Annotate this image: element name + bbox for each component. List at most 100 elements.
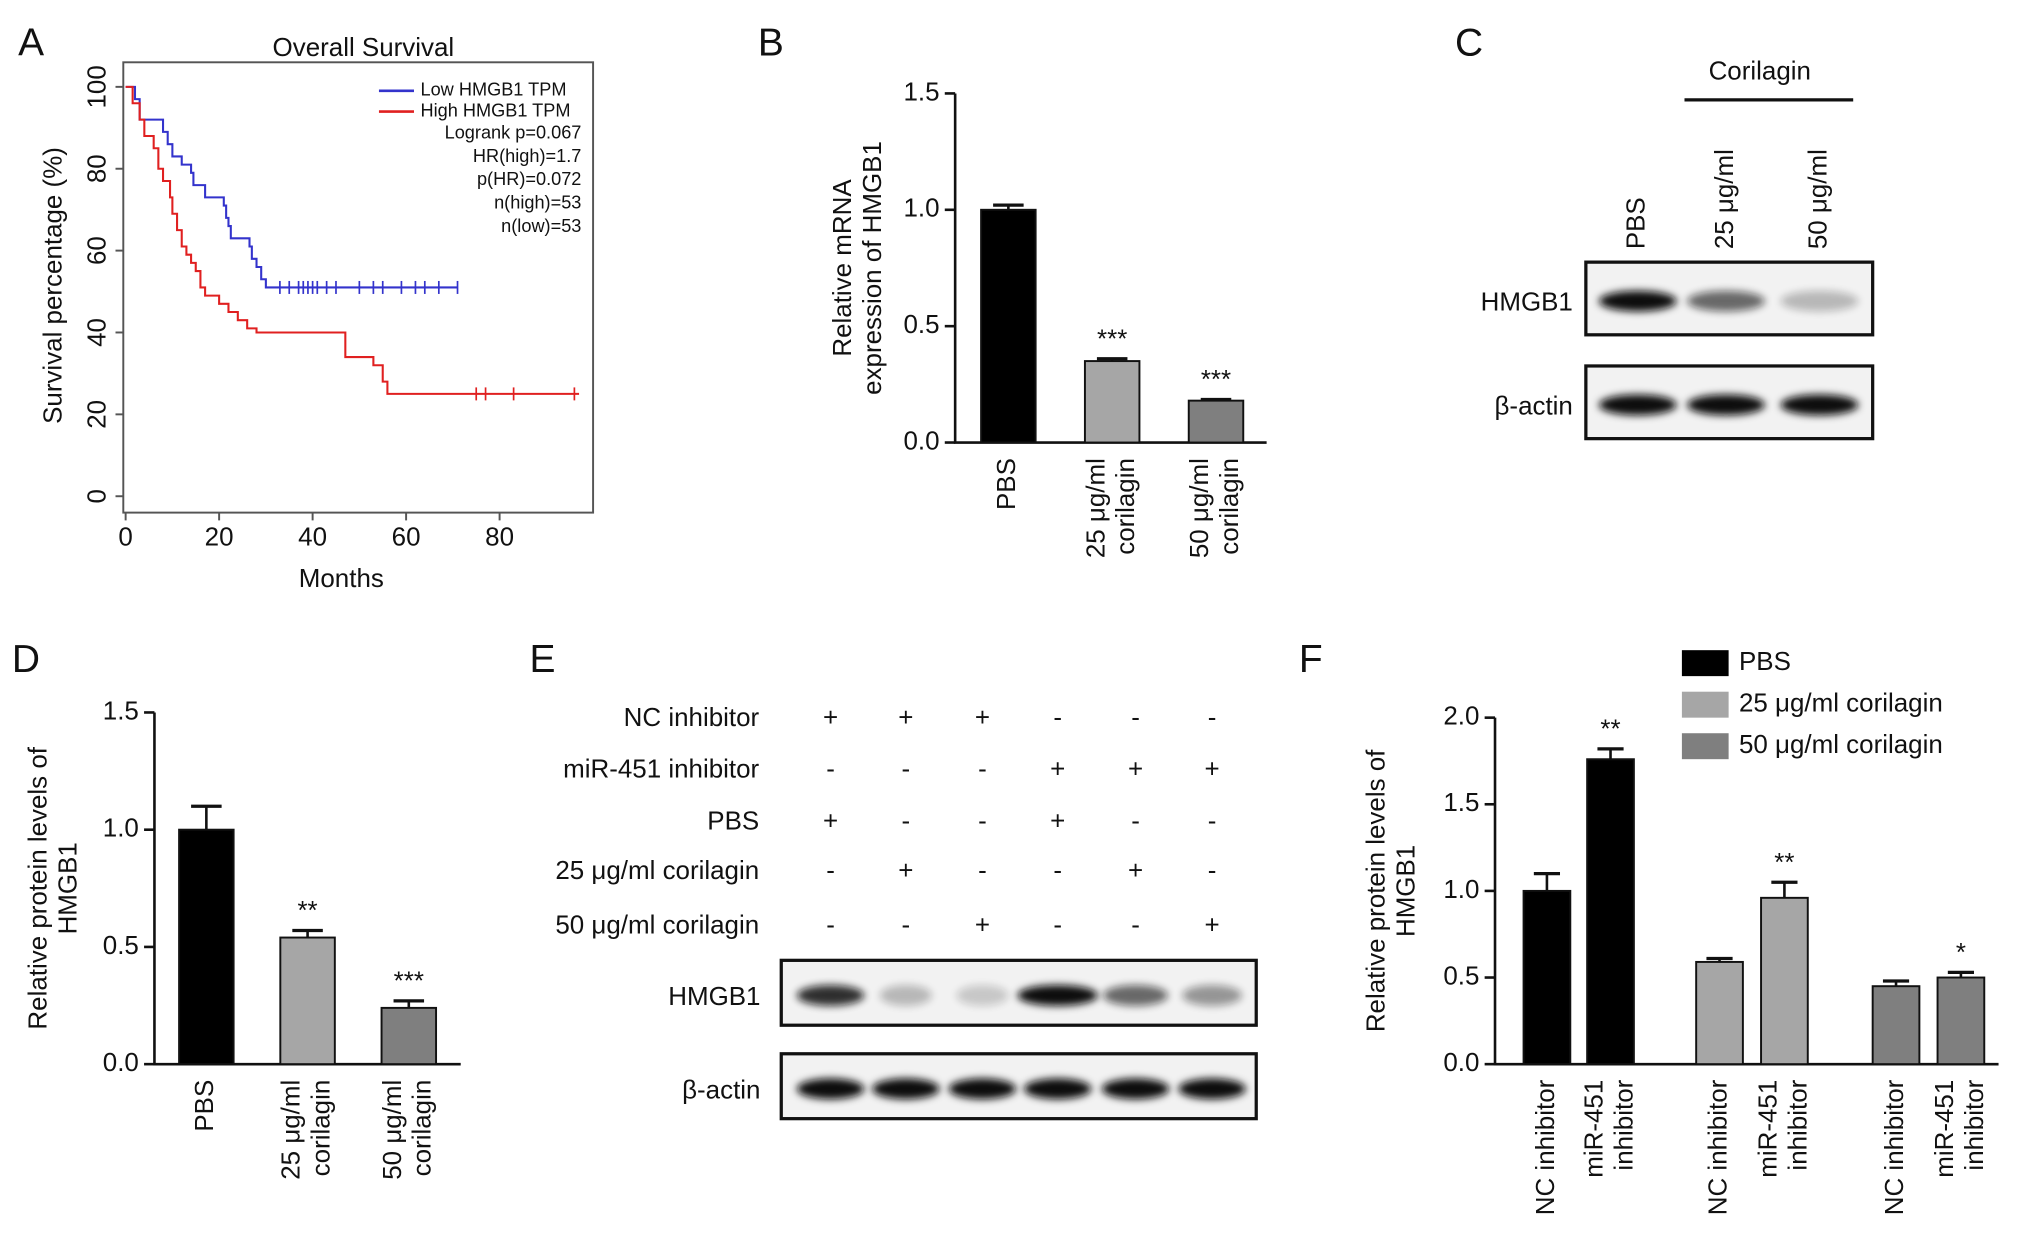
condition-sign: + bbox=[975, 911, 990, 939]
condition-sign: + bbox=[1128, 756, 1143, 784]
significance: *** bbox=[394, 968, 424, 996]
y-tick-label: 100 bbox=[83, 65, 111, 108]
blot-band bbox=[1687, 394, 1765, 416]
blot-band bbox=[956, 984, 1009, 1006]
condition-label: NC inhibitor bbox=[624, 704, 760, 732]
legend-label: PBS bbox=[1739, 648, 1791, 676]
legend-swatch bbox=[1681, 733, 1729, 760]
bar bbox=[1586, 758, 1635, 1066]
panel-label: C bbox=[1455, 22, 1483, 65]
blot-band bbox=[1598, 290, 1677, 312]
bar bbox=[178, 828, 235, 1066]
blot-band bbox=[948, 1078, 1017, 1100]
condition-sign: + bbox=[975, 704, 990, 732]
condition-sign: - bbox=[826, 911, 835, 939]
x-tick-label: 25 μg/mlcorilagin bbox=[278, 1080, 336, 1180]
blot-band bbox=[1023, 1078, 1092, 1100]
condition-sign: - bbox=[1053, 911, 1062, 939]
bar bbox=[1083, 360, 1141, 444]
x-tick-label: 25 μg/mlcorilagin bbox=[1082, 458, 1140, 558]
blot-band bbox=[1101, 1078, 1170, 1100]
y-axis-label: Relative protein levels ofHMGB1 bbox=[1362, 749, 1420, 1032]
survival-curve bbox=[125, 85, 458, 289]
blot-band bbox=[796, 1078, 865, 1100]
condition-sign: - bbox=[1208, 808, 1217, 836]
y-tick-label: 1.0 bbox=[1443, 876, 1479, 904]
bar bbox=[1760, 896, 1809, 1066]
condition-sign: + bbox=[1128, 857, 1143, 885]
blot-band bbox=[879, 984, 932, 1006]
condition-sign: - bbox=[1131, 808, 1140, 836]
bar bbox=[1695, 960, 1744, 1066]
bar bbox=[1936, 976, 1986, 1066]
row-label: β-actin bbox=[682, 1076, 760, 1104]
annotation: n(low)=53 bbox=[501, 216, 581, 236]
condition-label: PBS bbox=[707, 808, 759, 836]
legend-swatch bbox=[1681, 650, 1729, 677]
x-tick-label: NC inhibitor bbox=[1532, 1079, 1560, 1215]
blot-band bbox=[872, 1078, 940, 1100]
annotation: n(high)=53 bbox=[494, 193, 581, 213]
condition-sign: + bbox=[1050, 808, 1065, 836]
blot-band bbox=[1103, 984, 1168, 1006]
x-tick-label: 50 μg/mlcorilagin bbox=[379, 1080, 437, 1180]
plot-frame bbox=[122, 61, 595, 514]
legend-label: Low HMGB1 TPM bbox=[420, 80, 566, 100]
row-label: HMGB1 bbox=[668, 983, 760, 1011]
condition-sign: + bbox=[898, 704, 913, 732]
condition-sign: - bbox=[1131, 704, 1140, 732]
x-tick-label: 80 bbox=[485, 523, 514, 551]
condition-label: 25 μg/ml corilagin bbox=[555, 857, 759, 885]
panel-label: E bbox=[529, 638, 555, 681]
x-tick-label: 60 bbox=[392, 523, 421, 551]
y-tick-label: 1.0 bbox=[904, 195, 940, 223]
condition-sign: - bbox=[978, 857, 987, 885]
condition-sign: - bbox=[1208, 704, 1217, 732]
legend-label: 25 μg/ml corilagin bbox=[1739, 690, 1943, 718]
condition-sign: + bbox=[1050, 756, 1065, 784]
y-tick-label: 0.5 bbox=[904, 311, 940, 339]
blot-band bbox=[1598, 394, 1677, 416]
x-tick-label: PBS bbox=[993, 458, 1021, 510]
bar bbox=[1187, 399, 1245, 444]
group-label: Corilagin bbox=[1709, 58, 1811, 86]
condition-sign: + bbox=[823, 808, 838, 836]
condition-sign: - bbox=[1208, 857, 1217, 885]
y-tick-label: 1.5 bbox=[1443, 789, 1479, 817]
y-tick-label: 20 bbox=[83, 400, 111, 429]
panel-label: F bbox=[1299, 638, 1323, 681]
condition-sign: + bbox=[823, 704, 838, 732]
blot-band bbox=[1780, 394, 1859, 416]
significance: * bbox=[1956, 939, 1966, 967]
x-tick-label: miR-451inhibitor bbox=[1754, 1079, 1812, 1177]
y-tick-label: 0.5 bbox=[1443, 962, 1479, 990]
y-tick-label: 1.5 bbox=[904, 78, 940, 106]
y-tick-label: 0.5 bbox=[103, 932, 139, 960]
legend-label: 50 μg/ml corilagin bbox=[1739, 731, 1943, 759]
y-tick-label: 0 bbox=[83, 489, 111, 503]
chart-title: Overall Survival bbox=[273, 34, 455, 62]
x-tick-label: 50 μg/mlcorilagin bbox=[1186, 458, 1244, 558]
lane-label: 50 μg/ml bbox=[1804, 149, 1832, 249]
y-tick-label: 0.0 bbox=[103, 1049, 139, 1077]
blot-band bbox=[1178, 1078, 1246, 1100]
significance: *** bbox=[1097, 325, 1127, 353]
bar bbox=[1522, 889, 1572, 1066]
condition-sign: - bbox=[978, 808, 987, 836]
annotation: Logrank p=0.067 bbox=[445, 122, 582, 142]
legend-label: High HMGB1 TPM bbox=[420, 100, 570, 120]
condition-label: 50 μg/ml corilagin bbox=[555, 911, 759, 939]
survival-curve bbox=[125, 85, 580, 395]
panel-label: A bbox=[18, 22, 44, 65]
condition-label: miR-451 inhibitor bbox=[563, 756, 759, 784]
x-tick-label: PBS bbox=[191, 1080, 219, 1132]
panel-label: D bbox=[12, 638, 40, 681]
condition-sign: - bbox=[978, 756, 987, 784]
panel-label: B bbox=[758, 22, 784, 65]
blot-band bbox=[1182, 984, 1242, 1006]
significance: ** bbox=[1600, 716, 1620, 744]
y-axis-label: Survival percentage (%) bbox=[39, 147, 67, 424]
y-tick-label: 0.0 bbox=[904, 427, 940, 455]
condition-sign: - bbox=[826, 756, 835, 784]
